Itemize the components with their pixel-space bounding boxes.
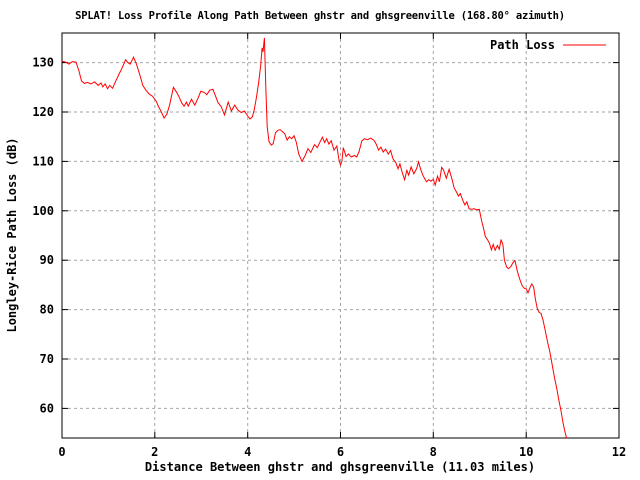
y-axis-label: Longley-Rice Path Loss (dB) bbox=[5, 137, 19, 332]
legend-label: Path Loss bbox=[490, 38, 555, 52]
path-loss-curve bbox=[61, 37, 567, 439]
y-tick-label: 80 bbox=[40, 303, 54, 317]
legend: Path Loss bbox=[490, 38, 606, 52]
y-tick-label: 100 bbox=[32, 204, 54, 218]
x-tick-label: 12 bbox=[612, 445, 626, 459]
x-tick-label: 0 bbox=[58, 445, 65, 459]
x-tick-label: 6 bbox=[337, 445, 344, 459]
x-tick-label: 4 bbox=[244, 445, 251, 459]
y-tick-label: 110 bbox=[32, 154, 54, 168]
x-tick-label: 2 bbox=[151, 445, 158, 459]
y-tick-label: 90 bbox=[40, 253, 54, 267]
x-tick-label: 8 bbox=[430, 445, 437, 459]
x-tick-label: 10 bbox=[519, 445, 533, 459]
grid-layer: 0 2 4 6 8 10 12 60 70 80 90 100 110 120 130 bbox=[32, 33, 626, 459]
y-tick-label: 70 bbox=[40, 352, 54, 366]
chart-title: SPLAT! Loss Profile Along Path Between g… bbox=[75, 10, 565, 22]
y-tick-label: 130 bbox=[32, 56, 54, 70]
plot-border bbox=[61, 32, 620, 439]
x-axis-label: Distance Between ghstr and ghsgreenville… bbox=[145, 460, 535, 474]
y-tick-label: 60 bbox=[40, 401, 54, 415]
y-tick-label: 120 bbox=[32, 105, 54, 119]
